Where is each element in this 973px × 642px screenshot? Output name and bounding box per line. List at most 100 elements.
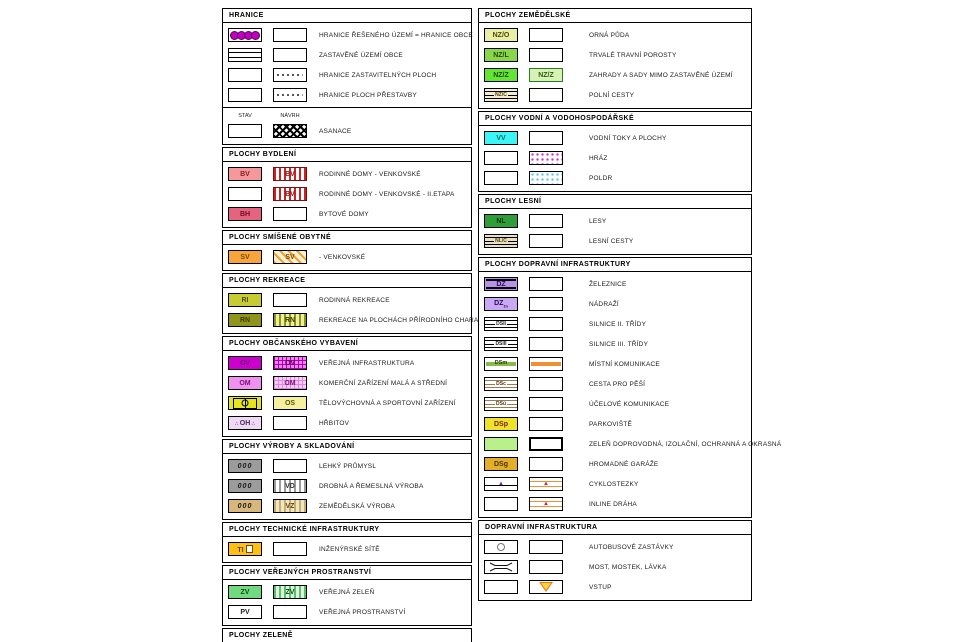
- legend-label: HROMADNÉ GARÁŽE: [589, 460, 659, 468]
- legend-column-left: HRANICE HRANICE ŘEŠENÉHO ÚZEMÍ = HRANICE …: [222, 8, 501, 642]
- cycle-route-proposed-icon: ▲: [529, 477, 563, 491]
- navrh-swatch: OS: [273, 396, 307, 410]
- navrh-header: NÁVRH: [280, 112, 300, 119]
- stav-code: NZ/Z: [493, 71, 509, 79]
- stav-code: VV: [496, 134, 506, 142]
- stav-code: OV: [239, 359, 251, 367]
- bus-stop-icon: [484, 540, 518, 554]
- boundary-circles-icon: [228, 28, 262, 42]
- stav-swatch: OM: [228, 376, 262, 390]
- entry-triangle-glyph: [539, 582, 553, 592]
- section-title: DOPRAVNÍ INFRASTRUKTURA: [479, 521, 751, 535]
- legend-label: VODNÍ TOKY A PLOCHY: [589, 134, 667, 142]
- boundary-circle-icon: [251, 30, 260, 40]
- legend-label: RODINNÉ DOMY - VENKOVSKÉ: [319, 170, 421, 178]
- legend-row: AUTOBUSOVÉ ZASTÁVKY: [479, 537, 751, 557]
- navrh-code: NZ/Z: [538, 71, 554, 79]
- stav-header: STAV: [238, 112, 252, 119]
- stav-code: NL: [496, 217, 506, 225]
- section-title: PLOCHY VEŘEJNÝCH PROSTRANSTVÍ: [223, 566, 471, 580]
- stav-swatch: PV: [228, 605, 262, 619]
- legend-section: PLOCHY VEŘEJNÝCH PROSTRANSTVÍ ZV ZV VEŘEJNÁ…: [222, 565, 472, 626]
- stav-code: OM: [239, 379, 251, 387]
- legend-label: INŽENÝRSKÉ SÍTĚ: [319, 545, 380, 553]
- legend-row: SV SV - VENKOVSKÉ: [223, 247, 471, 267]
- stav-code: DSc: [495, 380, 507, 387]
- cycle-route-icon: ▲: [484, 477, 518, 491]
- stav-code: DZ: [496, 280, 506, 288]
- railway-swatch: DZ: [484, 277, 518, 291]
- bridge-glyph: [489, 562, 513, 572]
- inline-track-icon-glyph: ▲: [543, 501, 549, 507]
- legend-label: LESY: [589, 217, 607, 225]
- stav-swatch: NL: [484, 214, 518, 228]
- section-title: PLOCHY SMÍŠENÉ OBYTNÉ: [223, 231, 471, 245]
- inline-track-icon: ▲: [529, 497, 563, 511]
- legend-row: TI INŽENÝRSKÉ SÍTĚ: [223, 539, 471, 559]
- legend-section: PLOCHY REKREACE RI RODINNÁ REKREACE RN RN REK…: [222, 273, 501, 334]
- legend-label: SILNICE III. TŘÍDY: [589, 340, 649, 348]
- stav-code: 000: [237, 462, 253, 470]
- stav-swatch: BV: [228, 167, 262, 181]
- entry-triangle-icon: [529, 580, 563, 594]
- legend-row: DSm MÍSTNÍ KOMUNIKACE: [479, 354, 751, 374]
- navrh-swatch: VD: [273, 479, 307, 493]
- section-title: PLOCHY BYDLENÍ: [223, 148, 471, 162]
- legend-label: CESTA PRO PĚŠÍ: [589, 380, 646, 388]
- navrh-code: ZV: [285, 588, 295, 596]
- legend-row: BV BV RODINNÉ DOMY - VENKOVSKÉ: [223, 164, 471, 184]
- legend-row: DSp PARKOVIŠTĚ: [479, 414, 751, 434]
- legend-section: PLOCHY BYDLENÍ BV BV RODINNÉ DOMY - VENKOVS…: [222, 147, 472, 228]
- legend-label: REKREACE NA PLOCHÁCH PŘÍRODNÍHO CHARAKTE…: [319, 316, 502, 324]
- legend-label: AUTOBUSOVÉ ZASTÁVKY: [589, 543, 674, 551]
- navrh-code: OM: [284, 379, 296, 387]
- legend-label: ORNÁ PŮDA: [589, 31, 630, 39]
- legend-label: TĚLOVÝCHOVNÁ A SPORTOVNÍ ZAŘÍZENÍ: [319, 399, 456, 407]
- stav-code: NL/C: [494, 237, 508, 244]
- navrh-swatch: [529, 131, 563, 145]
- stav-swatch: SV: [228, 250, 262, 264]
- navrh-swatch: [273, 48, 307, 62]
- legend-section: PLOCHY TECHNICKÉ INFRASTRUKTURY TI INŽENÝR…: [222, 522, 472, 563]
- stav-swatch: [484, 437, 518, 451]
- navrh-swatch: [529, 317, 563, 331]
- legend-row: PV VEŘEJNÁ PROSTRANSTVÍ: [223, 602, 471, 622]
- local-road-proposed-swatch: [529, 357, 563, 371]
- navrh-swatch: SV: [273, 250, 307, 264]
- stav-swatch: BH: [228, 207, 262, 221]
- legend-label: POLNÍ CESTY: [589, 91, 635, 99]
- legend-row: DSú ÚČELOVÉ KOMUNIKACE: [479, 394, 751, 414]
- navrh-swatch: [273, 207, 307, 221]
- navrh-swatch: [529, 88, 563, 102]
- legend-label: CYKLOSTEZKY: [589, 480, 639, 488]
- navrh-swatch: NZ/Z: [529, 68, 563, 82]
- stav-code: DSm: [494, 360, 508, 367]
- stav-swatch: 000: [228, 479, 262, 493]
- navrh-swatch: [529, 377, 563, 391]
- legend-label: TRVALÉ TRAVNÍ POROSTY: [589, 51, 677, 59]
- section-title: PLOCHY OBČANSKÉHO VYBAVENÍ: [223, 337, 471, 351]
- legend-section: HRANICE HRANICE ŘEŠENÉHO ÚZEMÍ = HRANICE …: [222, 8, 473, 145]
- navrh-swatch: [529, 437, 563, 451]
- legend-label: ZASTAVĚNÉ ÚZEMÍ OBCE: [319, 51, 403, 59]
- navrh-swatch: [529, 234, 563, 248]
- section-body: 000 LEHKÝ PRŮMYSL 000 VD DROBNÁ A ŘEMESLNÁ V…: [223, 454, 471, 519]
- legend-label: NÁDRAŽÍ: [589, 300, 619, 308]
- stav-swatch: [228, 187, 262, 201]
- legend-row: VSTUP: [479, 577, 751, 597]
- legend-row: DSc CESTA PRO PĚŠÍ: [479, 374, 751, 394]
- navrh-swatch: [529, 397, 563, 411]
- navrh-swatch: BV: [273, 187, 307, 201]
- navrh-swatch: [529, 297, 563, 311]
- legend-row: VV VODNÍ TOKY A PLOCHY: [479, 128, 751, 148]
- legend-label: HRANICE ZASTAVITELNÝCH PLOCH: [319, 71, 437, 79]
- navrh-code: RN: [284, 316, 296, 324]
- legend-row: OV OV VEŘEJNÁ INFRASTRUKTURA: [223, 353, 471, 373]
- navrh-swatch: [273, 28, 307, 42]
- legend-row: 000 VD DROBNÁ A ŘEMESLNÁ VÝROBA: [223, 476, 471, 496]
- stav-swatch: NL/C: [484, 234, 518, 248]
- sports-field-icon: [233, 397, 257, 409]
- legend-section: PLOCHY VODNÍ A VODOHOSPODÁŘSKÉ VV VODNÍ TO…: [478, 111, 752, 192]
- navrh-swatch: RN: [273, 313, 307, 327]
- legend-label: ASANACE: [319, 127, 352, 135]
